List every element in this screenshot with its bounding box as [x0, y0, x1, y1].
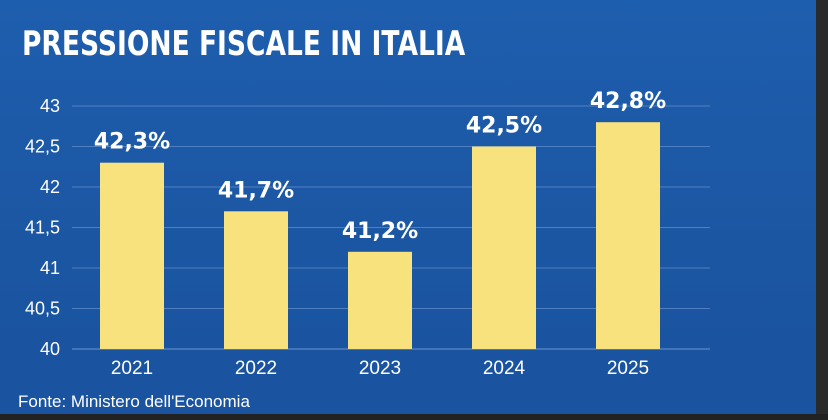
data-label-2024: 42,5%: [466, 114, 542, 139]
data-labels: 42,3% 41,7% 41,2% 42,5% 42,8%: [94, 89, 666, 244]
data-label-2021: 42,3%: [94, 130, 170, 155]
bar-2022: [224, 211, 288, 349]
data-label-2023: 41,2%: [342, 219, 418, 244]
bar-2025: [596, 122, 660, 349]
bars: [100, 122, 660, 349]
chart-title: PRESSIONE FISCALE IN ITALIA: [22, 24, 466, 64]
x-tick-label-2023: 2023: [359, 358, 401, 379]
y-tick-label: 40,5: [25, 299, 60, 319]
x-tick-label-2025: 2025: [607, 358, 649, 379]
frame-edge-right: [816, 0, 828, 420]
x-tick-label-2024: 2024: [483, 358, 526, 379]
y-axis-ticks: 40 40,5 41 41,5 42 42,5 43: [25, 96, 60, 359]
frame-edge-bottom: [0, 414, 828, 420]
bar-2021: [100, 162, 164, 349]
y-tick-label: 41: [40, 258, 60, 278]
source-note: Fonte: Ministero dell'Economia: [18, 392, 250, 411]
y-tick-label: 40: [40, 339, 60, 359]
data-label-2022: 41,7%: [218, 178, 294, 203]
bar-chart: 40 40,5 41 41,5 42 42,5 43 42,3% 41,7% 41,2% 42,5…: [25, 89, 710, 379]
x-axis-ticks: 2021 2022 2023 2024 2025: [111, 358, 649, 379]
x-tick-label-2021: 2021: [111, 358, 153, 379]
x-tick-label-2022: 2022: [235, 358, 277, 379]
bar-2024: [472, 146, 536, 349]
y-tick-label: 42: [40, 177, 60, 197]
bar-2023: [348, 251, 412, 349]
y-tick-label: 42,5: [25, 137, 60, 157]
y-tick-label: 41,5: [25, 218, 60, 238]
y-tick-label: 43: [40, 96, 60, 116]
data-label-2025: 42,8%: [590, 89, 666, 114]
